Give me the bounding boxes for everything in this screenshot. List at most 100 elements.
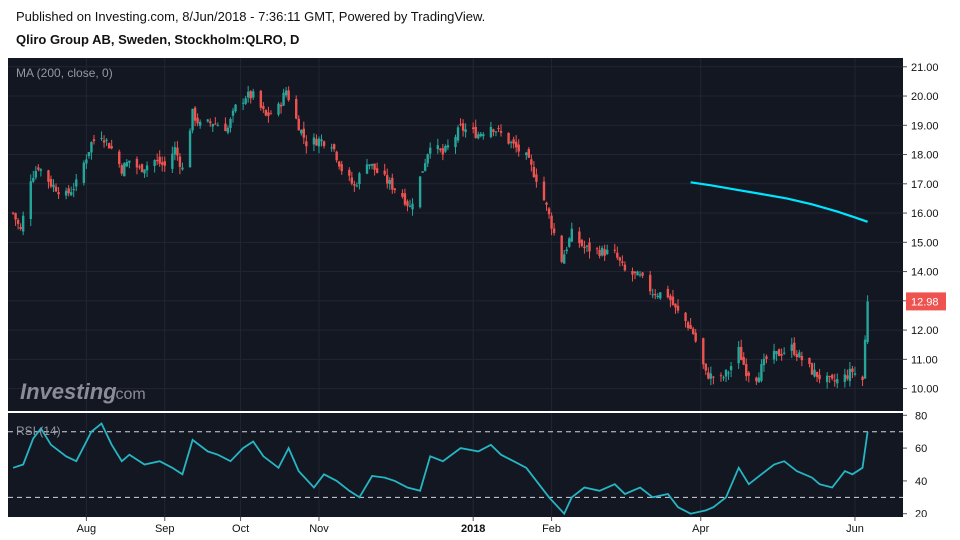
candle (694, 328, 697, 343)
price-tick-label: 15.00 (911, 237, 939, 249)
candle (193, 106, 197, 127)
candle (284, 87, 288, 98)
chart-canvas[interactable]: 21.00 20.00 19.00 18.00 17.00 16.00 15.00 14.00… (8, 58, 953, 536)
candle (297, 115, 300, 131)
rsi-tick-label: 60 (915, 443, 927, 455)
candle (532, 161, 536, 178)
candle (439, 147, 442, 153)
ma-line (690, 181, 868, 223)
candle (368, 164, 371, 170)
candle (155, 153, 159, 166)
candle (828, 375, 831, 383)
candle (525, 151, 528, 160)
candle (85, 154, 88, 169)
candle (315, 134, 318, 146)
price-tick-label: 14.00 (911, 267, 939, 279)
candle (800, 351, 804, 367)
candle (340, 160, 343, 175)
candle (295, 95, 298, 120)
candle (102, 135, 106, 148)
candle (153, 159, 156, 173)
price-tick-label: 17.00 (911, 179, 939, 191)
candle (846, 369, 849, 381)
candle (70, 186, 73, 197)
candle (603, 244, 606, 261)
candle (684, 311, 687, 328)
candle (707, 367, 710, 380)
candle (246, 85, 250, 103)
candle (527, 147, 531, 159)
candle (588, 237, 591, 259)
candle (403, 188, 407, 207)
candle (158, 150, 161, 167)
candle (388, 177, 391, 190)
candle (11, 211, 15, 215)
candle (737, 341, 740, 369)
candle (125, 159, 129, 168)
candle (636, 270, 639, 276)
candle (547, 206, 551, 219)
candle (654, 289, 657, 300)
candle (423, 158, 427, 172)
candle (191, 108, 194, 134)
candle (110, 139, 113, 150)
time-tick-label: Jun (846, 523, 864, 535)
candle (87, 152, 91, 159)
candle (755, 376, 758, 386)
chart-title[interactable]: Qliro Group AB, Sweden, Stockholm:QLRO, … (16, 32, 300, 47)
candle (49, 175, 53, 189)
last-price-badge: 12.98 (906, 292, 946, 311)
candle (282, 88, 285, 107)
candle (241, 98, 245, 111)
candle (613, 243, 616, 254)
candle (666, 285, 670, 299)
candle (90, 141, 93, 160)
candle (145, 161, 149, 177)
candle (408, 199, 412, 208)
candle (426, 153, 429, 168)
candle (226, 125, 230, 135)
candle (600, 245, 604, 257)
moving-average (690, 181, 868, 223)
candle (727, 370, 730, 380)
candle (709, 366, 713, 386)
candle (196, 113, 199, 127)
candle (244, 95, 247, 105)
price-tick-label: 20.00 (911, 91, 939, 103)
candle (350, 171, 354, 186)
candles (11, 85, 869, 389)
candle (853, 366, 857, 377)
grid (8, 58, 903, 517)
candle (512, 136, 515, 149)
time-tick-label: Feb (542, 523, 561, 535)
candle (92, 134, 96, 145)
candle (446, 139, 450, 150)
candle (21, 211, 25, 236)
candle (580, 238, 584, 248)
time-axis: Aug Sep Oct Nov 2018 Feb Apr Jun (8, 517, 953, 536)
candle (234, 104, 237, 113)
candle (82, 160, 86, 186)
rsi-tick-label: 80 (915, 410, 927, 422)
candle (14, 212, 17, 226)
price-axis-bg (903, 58, 953, 412)
rsi-legend[interactable]: RSI (14) (16, 424, 61, 438)
candle (507, 132, 510, 145)
candle (135, 156, 139, 175)
candle (676, 299, 680, 314)
candle (866, 295, 869, 345)
candle (552, 222, 556, 236)
candle (585, 244, 589, 253)
candle (279, 102, 283, 114)
candle (471, 122, 475, 134)
ma-legend[interactable]: MA (200, close, 0) (16, 66, 113, 80)
candle (570, 222, 573, 243)
candle (843, 368, 847, 388)
candle (118, 149, 121, 168)
candle (795, 350, 799, 362)
time-tick-label: Nov (309, 523, 329, 535)
candle (762, 353, 766, 372)
candle (332, 143, 336, 152)
candle (67, 185, 70, 197)
candle (383, 163, 386, 177)
